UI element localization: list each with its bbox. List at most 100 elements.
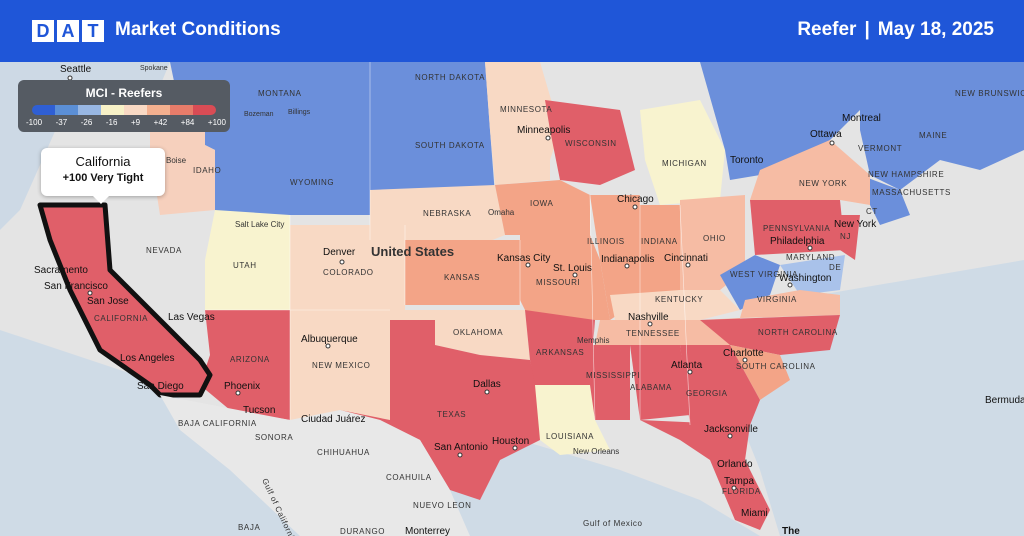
state-label: FLORIDA xyxy=(722,487,761,496)
city-label: Memphis xyxy=(577,336,609,345)
state-minnesota xyxy=(485,62,560,185)
state-mississippi xyxy=(590,345,630,420)
state-label: MICHIGAN xyxy=(662,159,707,168)
state-indiana xyxy=(640,205,680,300)
city-label: Charlotte xyxy=(723,348,764,359)
state-label: CALIFORNIA xyxy=(94,314,148,323)
state-label: PENNSYLVANIA xyxy=(763,224,830,233)
state-label: KANSAS xyxy=(444,273,480,282)
city-label: San Diego xyxy=(137,381,184,392)
state-california[interactable] xyxy=(37,202,213,398)
city-label: Sacramento xyxy=(34,265,88,276)
state-label: NEBRASKA xyxy=(423,209,471,218)
city-label: Dallas xyxy=(473,379,501,390)
city-label: Jacksonville xyxy=(704,424,758,435)
city-label: Billings xyxy=(288,109,311,116)
state-oklahoma xyxy=(390,310,530,360)
state-wyoming xyxy=(260,130,370,215)
state-label: MONTANA xyxy=(258,89,302,98)
state-label: COAHUILA xyxy=(386,473,432,482)
city-label: Toronto xyxy=(730,155,764,166)
header-info: Reefer | May 18, 2025 xyxy=(797,19,994,41)
state-west-virginia xyxy=(720,255,780,310)
state-label: SONORA xyxy=(255,433,293,442)
state-virginia xyxy=(740,290,840,318)
legend-swatch xyxy=(55,105,78,115)
state-south-dakota xyxy=(370,130,495,195)
legend-tick: +84 xyxy=(180,118,195,127)
state-label: CT xyxy=(866,207,878,216)
city-label: Miami xyxy=(741,508,768,519)
legend-swatch xyxy=(124,105,147,115)
city-label: Boise xyxy=(166,156,187,165)
legend-title: MCI - Reefers xyxy=(85,86,163,100)
state-alabama xyxy=(630,345,690,420)
state-arkansas xyxy=(525,310,595,385)
city-label: Los Angeles xyxy=(120,353,175,364)
city-label: Montreal xyxy=(842,113,881,124)
state-labels: NORTH DAKOTA MONTANA MINNESOTA SOUTH DAK… xyxy=(94,73,1024,536)
state-label: NJ xyxy=(840,232,851,241)
state-colorado xyxy=(290,225,405,310)
separator: | xyxy=(864,19,870,40)
date-label: May 18, 2025 xyxy=(877,19,994,40)
city-label: Ottawa xyxy=(810,129,842,140)
state-missouri xyxy=(520,235,610,320)
page-title: Market Conditions xyxy=(115,19,281,40)
state-maryland xyxy=(780,255,845,295)
city-label: Minneapolis xyxy=(517,125,570,136)
legend-swatch xyxy=(170,105,193,115)
state-label: NORTH DAKOTA xyxy=(415,73,485,82)
state-label: ILLINOIS xyxy=(587,237,625,246)
state-label: MISSOURI xyxy=(536,278,580,287)
city-label: San Antonio xyxy=(434,442,488,453)
city-label: Bozeman xyxy=(244,111,274,118)
tooltip-state-name: California xyxy=(75,154,131,169)
region-new-england xyxy=(860,62,1024,190)
mexico-land xyxy=(160,395,470,536)
legend-tick: +100 xyxy=(207,118,226,127)
state-label: MINNESOTA xyxy=(500,105,552,114)
state-label: COLORADO xyxy=(323,268,374,277)
dat-logo: D A T xyxy=(32,20,104,44)
state-label: ALABAMA xyxy=(630,383,672,392)
state-tooltip: California +100 Very Tight xyxy=(41,148,165,204)
water-label: Gulf of Mexico xyxy=(583,519,643,528)
city-label: Monterrey xyxy=(405,526,450,536)
state-label: NEW MEXICO xyxy=(312,361,370,370)
city-label: Kansas City xyxy=(497,253,550,264)
state-nevada-utah xyxy=(205,210,290,310)
equipment-label: Reefer xyxy=(797,19,857,40)
state-label: MISSISSIPPI xyxy=(586,371,640,380)
city-label: Omaha xyxy=(488,208,515,217)
city-label: Seattle xyxy=(60,64,92,75)
state-label: UTAH xyxy=(233,261,257,270)
state-louisiana xyxy=(535,385,610,455)
state-label: VIRGINIA xyxy=(757,295,797,304)
logo-letter: D xyxy=(32,20,54,42)
map-legend: MCI - Reefers -100 -37 -26 -16 +9 +42 +8… xyxy=(18,80,230,132)
city-label: Nashville xyxy=(628,312,669,323)
legend-swatch xyxy=(32,105,55,115)
city-label: New York xyxy=(834,219,877,230)
city-label: Las Vegas xyxy=(168,312,215,323)
state-georgia xyxy=(680,345,760,425)
state-label: IOWA xyxy=(530,199,553,208)
island-label: Bermuda xyxy=(985,395,1024,406)
city-label: Denver xyxy=(323,247,356,258)
state-north-carolina xyxy=(700,315,840,355)
header-bar: D A T Market Conditions Reefer | May 18, 2… xyxy=(0,0,1024,62)
legend-tick: +9 xyxy=(130,118,141,127)
state-new-mexico xyxy=(290,310,390,420)
legend-color-scale xyxy=(32,105,216,115)
legend-tick: -26 xyxy=(80,118,93,127)
city-label: Albuquerque xyxy=(301,334,358,345)
state-label: LOUISIANA xyxy=(546,432,594,441)
city-label: Houston xyxy=(492,436,529,447)
state-label: BAJA CALIFORNIA xyxy=(178,419,257,428)
state-label: OHIO xyxy=(703,234,726,243)
state-label: IDAHO xyxy=(193,166,221,175)
state-label: INDIANA xyxy=(641,237,678,246)
state-label: TEXAS xyxy=(437,410,466,419)
state-label: MASSACHUSETTS xyxy=(872,188,951,197)
